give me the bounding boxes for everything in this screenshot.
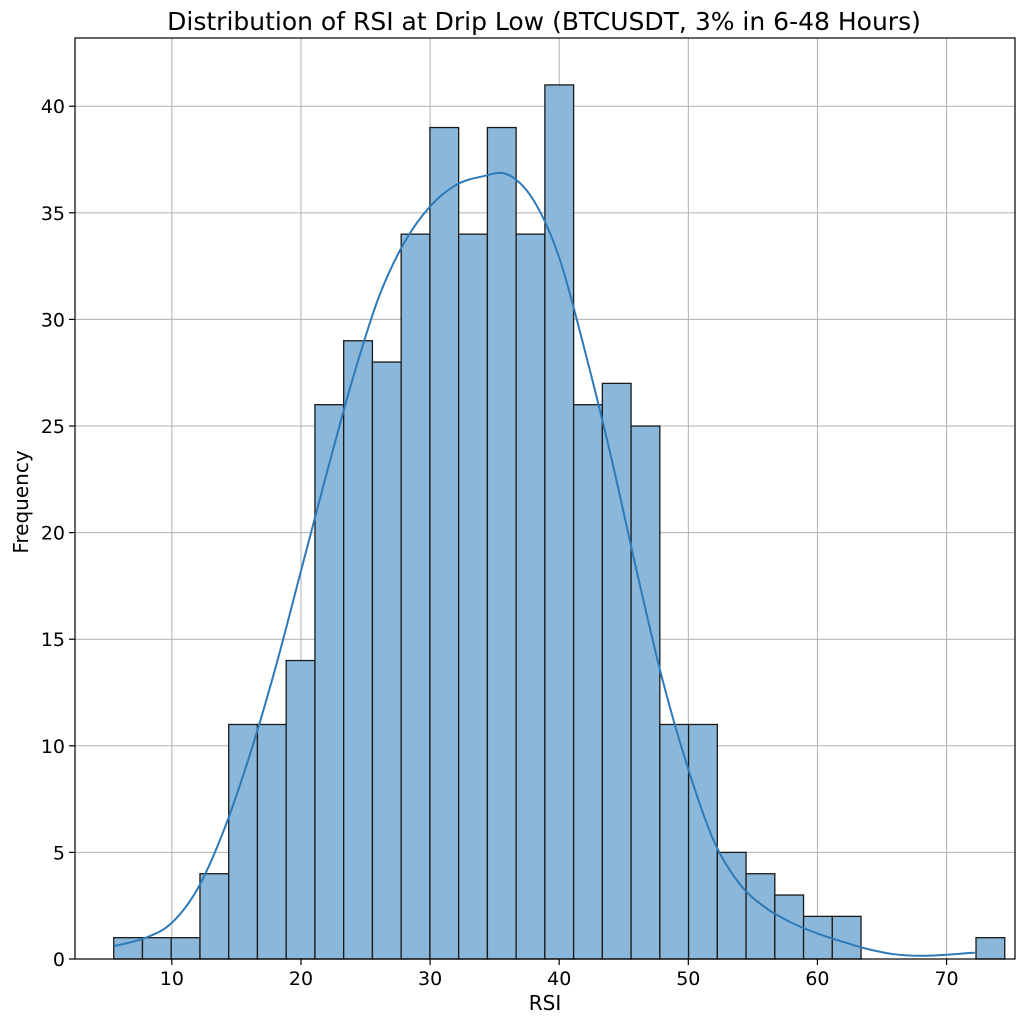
- histogram-bar: [630, 425, 661, 960]
- histogram-bar: [400, 233, 431, 960]
- histogram-bar: [199, 873, 230, 960]
- histogram-bar: [170, 937, 201, 960]
- y-tick-label: 10: [41, 736, 65, 758]
- x-tick-label: 20: [289, 968, 313, 990]
- y-tick-label: 0: [53, 949, 65, 971]
- x-axis: 10 20 30 40 50 60 70: [160, 959, 959, 990]
- histogram-bar: [256, 723, 287, 960]
- histogram-bar: [745, 873, 776, 960]
- y-tick-label: 40: [41, 96, 65, 118]
- x-tick-label: 10: [160, 968, 184, 990]
- y-tick-label: 5: [53, 842, 65, 864]
- x-tick-label: 60: [805, 968, 829, 990]
- y-tick-label: 15: [41, 629, 65, 651]
- y-axis-label: Frequency: [9, 450, 33, 553]
- histogram-bar: [975, 937, 1006, 960]
- histogram-bar: [687, 723, 718, 960]
- x-tick-label: 50: [676, 968, 700, 990]
- histogram-bar: [457, 233, 489, 960]
- x-tick-label: 30: [418, 968, 442, 990]
- x-axis-label: RSI: [529, 991, 562, 1015]
- histogram-bar: [515, 233, 546, 960]
- bars: [113, 84, 1006, 960]
- histogram-bar: [141, 937, 172, 960]
- histogram-bar: [228, 723, 259, 960]
- plot-frame: [74, 37, 1016, 960]
- histogram-bar: [601, 382, 632, 960]
- x-tick-label: 40: [547, 968, 571, 990]
- y-tick-label: 30: [41, 309, 65, 331]
- histogram-bar: [285, 659, 316, 960]
- y-axis: 0 5 10 15 20 25 30 35 40: [41, 96, 75, 971]
- y-tick-label: 35: [41, 203, 65, 225]
- chart-title: Distribution of RSI at Drip Low (BTCUSDT…: [167, 7, 921, 36]
- histogram-bar: [572, 404, 604, 960]
- y-tick-label: 20: [41, 523, 65, 545]
- histogram-bar: [371, 361, 402, 960]
- histogram-bar: [429, 126, 460, 960]
- histogram-bar: [774, 894, 805, 960]
- histogram-bar: [716, 851, 747, 960]
- histogram-bar: [314, 404, 345, 960]
- histogram-bar: [544, 84, 575, 960]
- kde-curve: [113, 171, 976, 957]
- x-tick-label: 70: [934, 968, 958, 990]
- histogram-bar: [343, 340, 374, 960]
- histogram-bar: [831, 915, 862, 960]
- histogram-bar: [486, 126, 517, 960]
- y-tick-label: 25: [41, 416, 65, 438]
